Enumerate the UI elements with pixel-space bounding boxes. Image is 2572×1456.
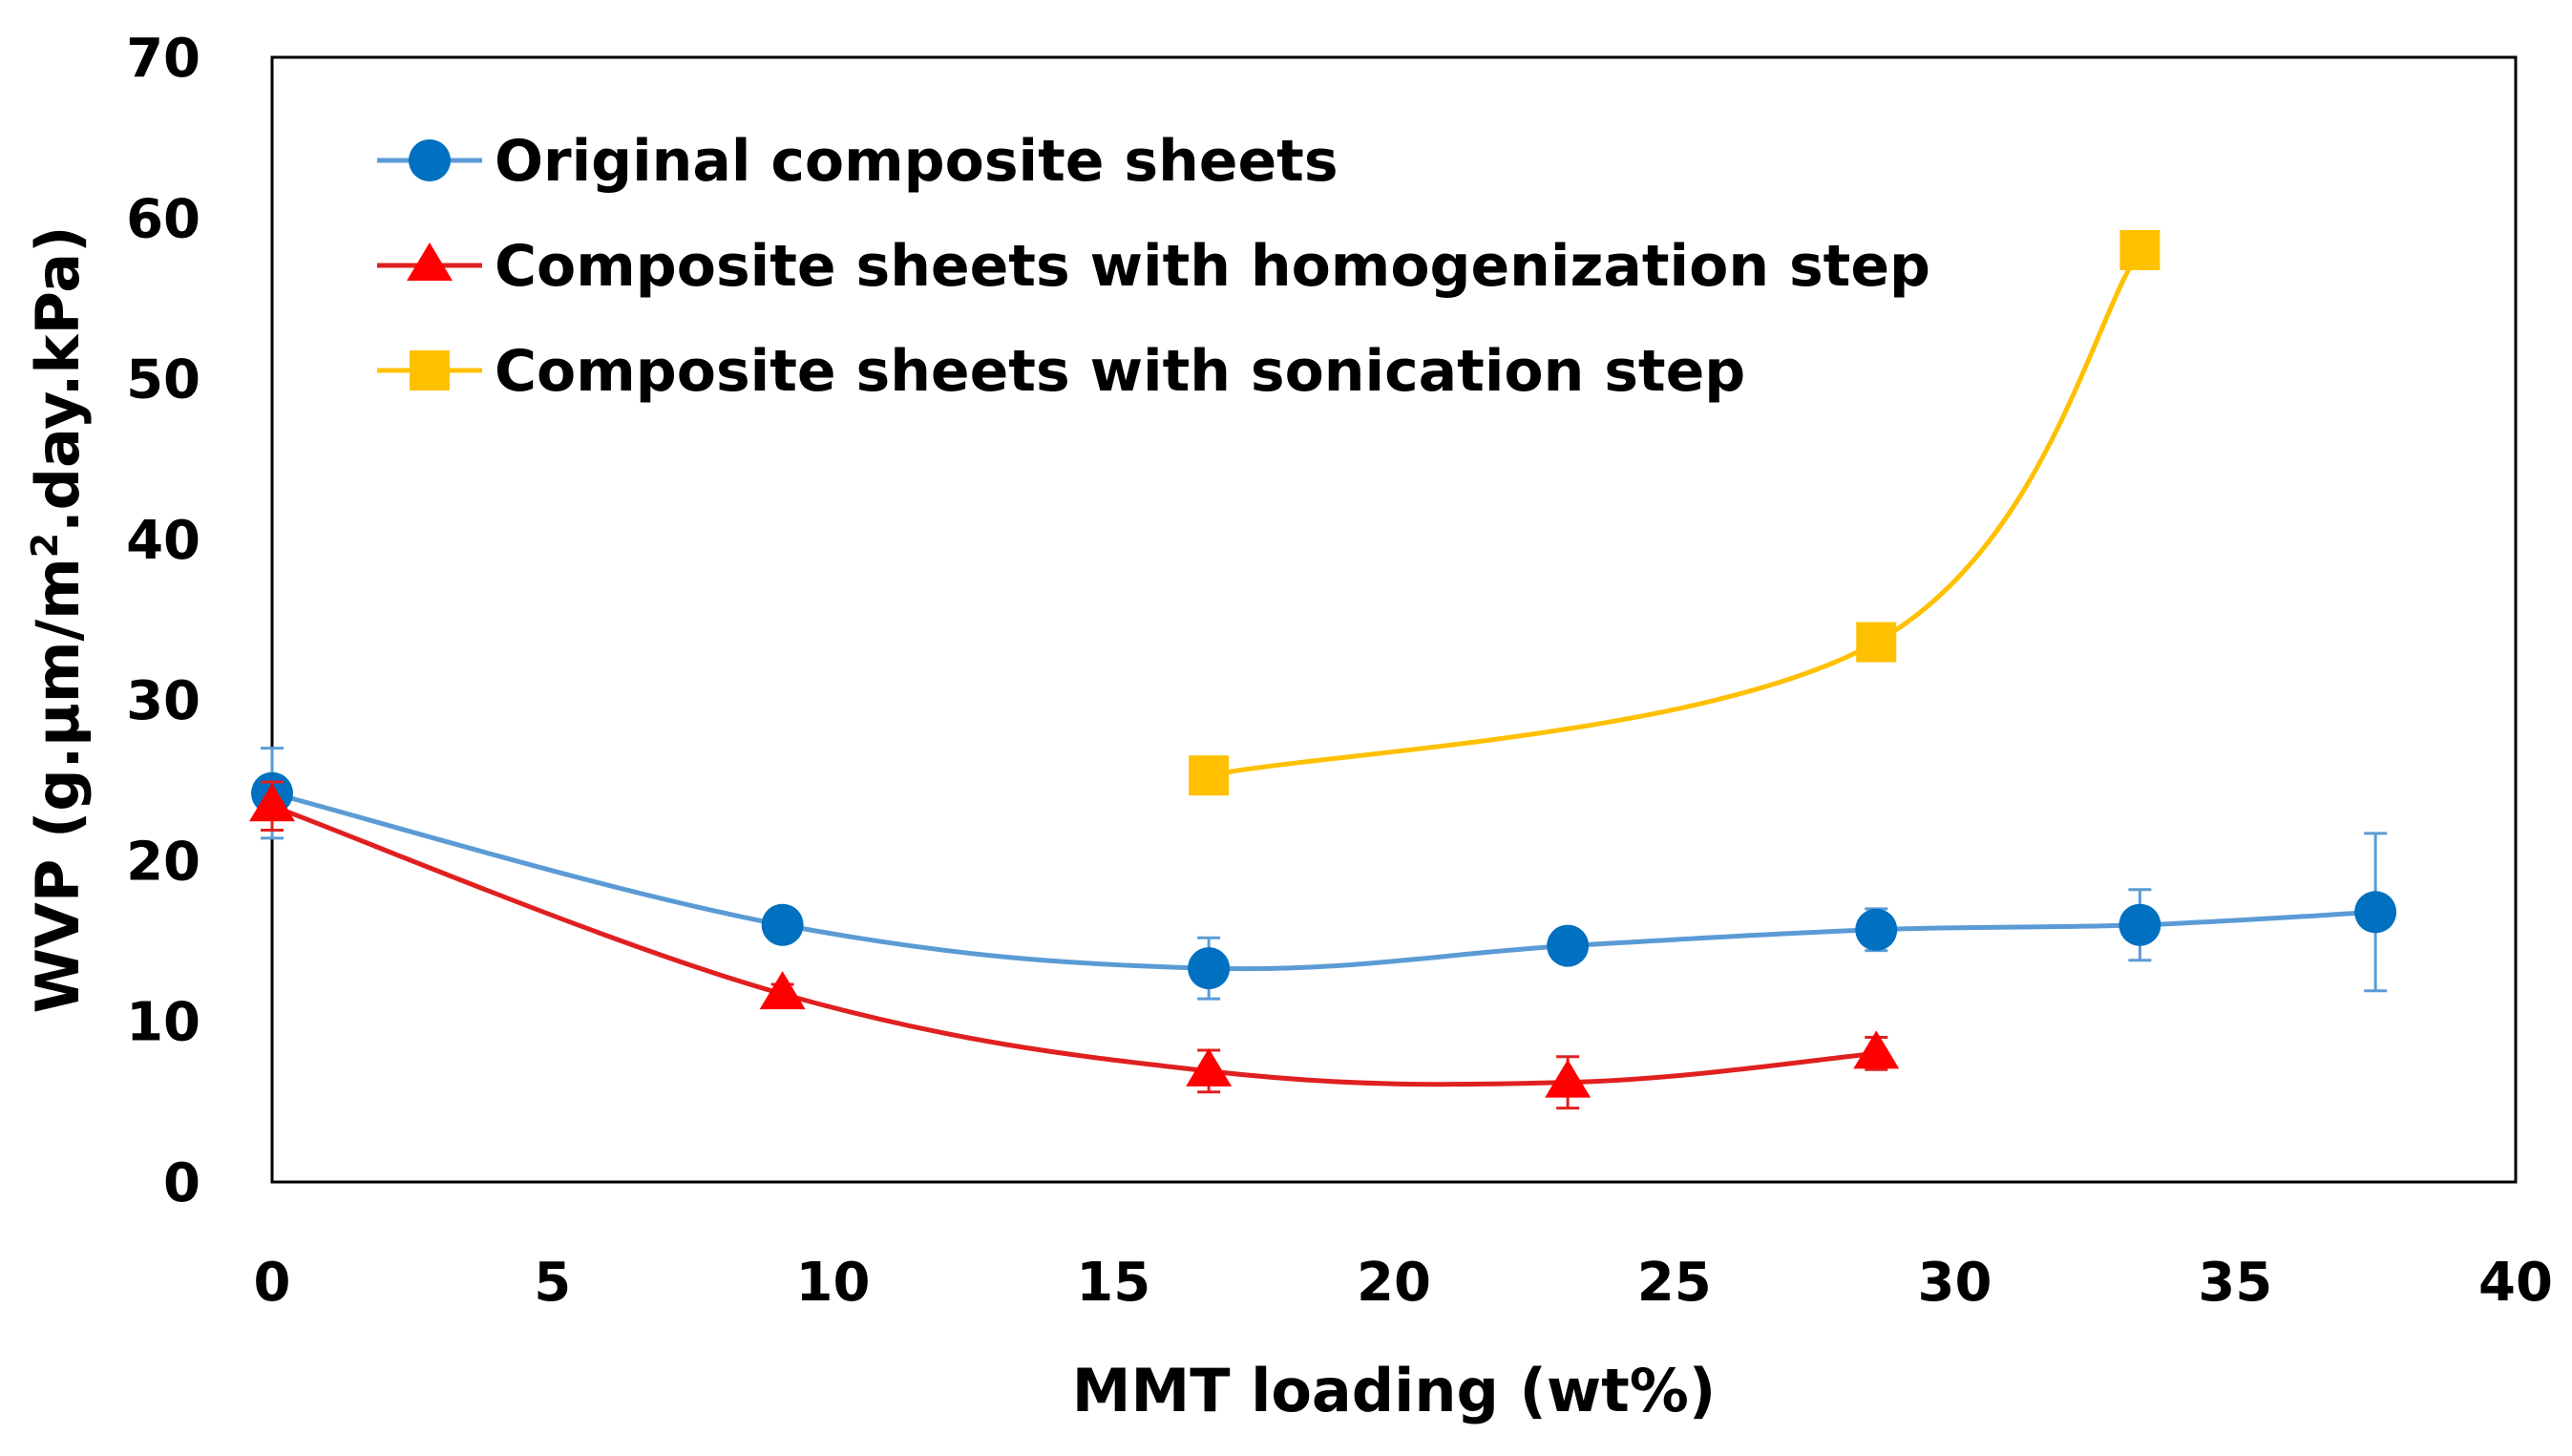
legend-item-sonication: Composite sheets with sonication step (377, 338, 1745, 405)
x-tick-label: 25 (1637, 1252, 1712, 1314)
series-layer (249, 229, 2397, 1110)
legend-item-homogenization: Composite sheets with homogenization ste… (377, 233, 1930, 300)
series-line (271, 791, 2376, 972)
y-tick-label: 60 (126, 188, 200, 250)
y-tick-label: 40 (126, 510, 200, 572)
legend-marker-original (409, 139, 451, 181)
x-axis-title: MMT loading (wt%) (1072, 1356, 1716, 1425)
data-point (2354, 891, 2397, 934)
y-tick-label: 30 (126, 670, 200, 732)
data-point (1188, 947, 1231, 990)
y-axis-title-rest: .day.kPa) (23, 226, 93, 533)
legend-label-homogenization: Composite sheets with homogenization ste… (495, 233, 1930, 300)
x-tick-label: 15 (1076, 1252, 1150, 1314)
legend-marker-homogenization (407, 243, 453, 281)
y-tick-label: 70 (126, 28, 200, 90)
data-point (249, 783, 295, 822)
legend: Original composite sheets Composite shee… (377, 128, 1930, 405)
data-point (1186, 1047, 1233, 1087)
data-point (1547, 924, 1590, 967)
x-tick-label: 10 (796, 1252, 871, 1314)
x-axis: 0 5 10 15 20 25 30 35 40 (254, 1252, 2553, 1314)
x-tick-label: 35 (2198, 1252, 2272, 1314)
y-axis-title-main: WVP (g.µm/m (23, 558, 93, 1013)
legend-marker-sonication (410, 350, 450, 390)
legend-item-original: Original composite sheets (377, 128, 1339, 195)
data-point (1545, 1059, 1592, 1098)
x-tick-label: 5 (534, 1252, 571, 1314)
x-tick-label: 20 (1357, 1252, 1431, 1314)
y-tick-label: 0 (163, 1152, 200, 1214)
x-tick-label: 0 (254, 1252, 291, 1314)
data-point (2119, 903, 2161, 946)
x-tick-label: 40 (2478, 1252, 2553, 1314)
x-tick-label: 30 (1918, 1252, 1992, 1314)
data-point (1853, 1030, 1900, 1069)
data-point (761, 903, 804, 946)
data-point (759, 971, 806, 1010)
y-tick-label: 50 (126, 349, 200, 411)
data-point (1856, 622, 1897, 663)
legend-label-sonication: Composite sheets with sonication step (495, 338, 1745, 405)
y-axis-title-superscript: 2 (24, 533, 66, 558)
data-point (2119, 229, 2161, 270)
y-axis-title: WVP (g.µm/m2.day.kPa) (23, 226, 93, 1014)
plot-area (270, 55, 2518, 1184)
y-axis: 0 10 20 30 40 50 60 70 (126, 28, 200, 1214)
series-1 (249, 780, 1900, 1110)
y-tick-label: 10 (126, 992, 200, 1054)
series-line (271, 803, 1877, 1087)
y-tick-label: 20 (126, 831, 200, 893)
data-point (1189, 755, 1230, 796)
legend-label-original: Original composite sheets (495, 128, 1339, 195)
data-point (1855, 908, 1898, 951)
series-2 (1189, 229, 2161, 796)
